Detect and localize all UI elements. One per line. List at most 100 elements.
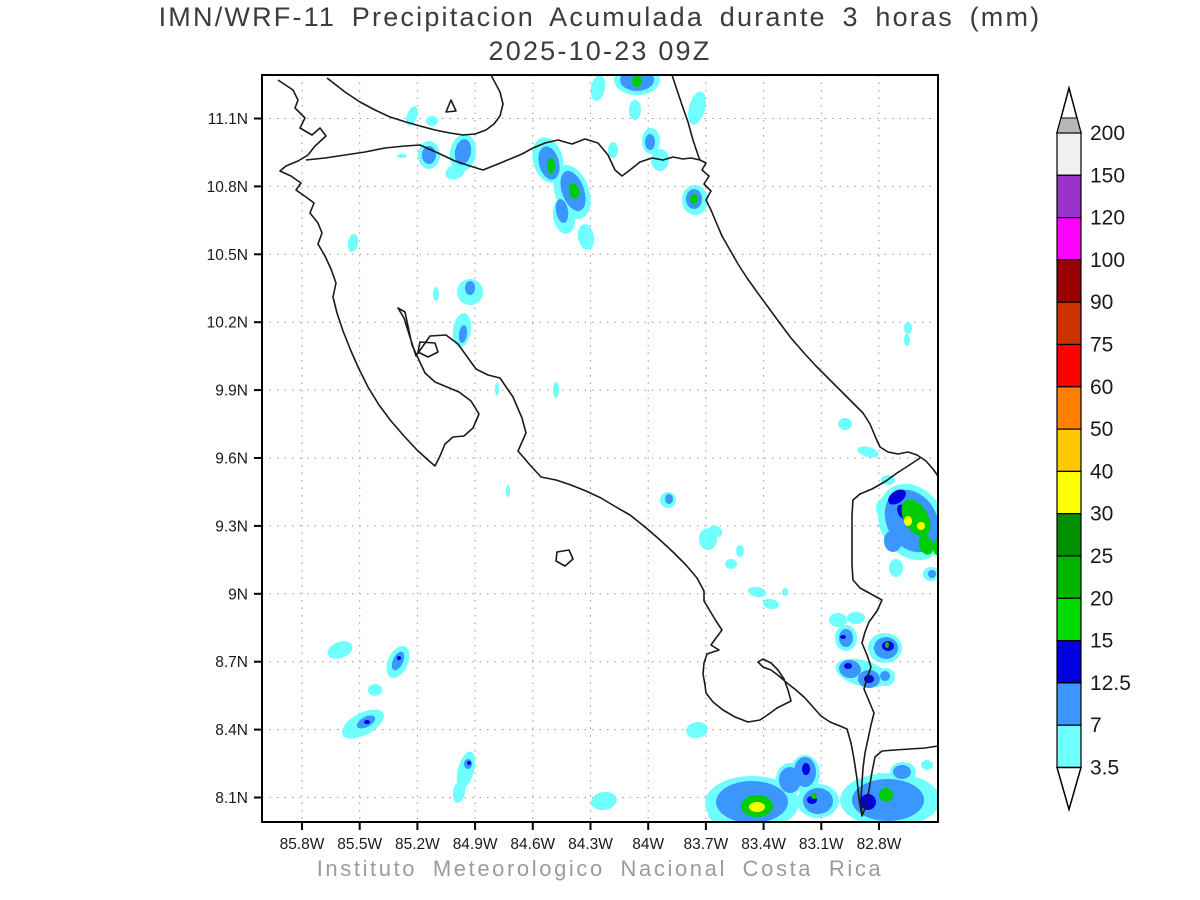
lon-tick-label: 83.1W — [799, 836, 844, 853]
precip-cell — [839, 629, 853, 647]
precip-cell — [749, 802, 765, 812]
lon-tick-label: 83.7W — [683, 836, 728, 853]
lat-tick-label: 9N — [228, 586, 248, 603]
lon-tick-label: 84W — [632, 836, 664, 853]
island-outline — [417, 341, 439, 358]
precip-cell — [736, 545, 744, 557]
precip-cell — [645, 134, 655, 150]
precip-cell — [452, 781, 466, 803]
precip-cell — [347, 234, 359, 252]
precip-cell — [547, 158, 555, 174]
precip-cell — [802, 763, 810, 775]
precip-cell — [632, 75, 642, 87]
colorbar-box — [1056, 428, 1082, 473]
precip-cell — [406, 106, 418, 126]
precip-cell — [590, 75, 606, 101]
precip-cell — [454, 139, 472, 165]
precip-cell — [709, 525, 723, 537]
colorbar-label: 20 — [1090, 587, 1113, 610]
precip-cell — [880, 671, 890, 681]
chart-title: IMN/WRF-11 Precipitacion Acumulada duran… — [158, 2, 1042, 32]
chart-title-block: IMN/WRF-11 Precipitacion Acumulada duran… — [0, 2, 1200, 67]
colorbar-label: 12.5 — [1090, 672, 1131, 695]
precip-cell — [803, 788, 833, 814]
colorbar-label: 50 — [1090, 418, 1113, 441]
precip-cell — [608, 142, 618, 158]
precip-cell — [368, 684, 382, 696]
precip-cell — [763, 598, 779, 610]
precip-cell — [840, 635, 846, 639]
precip-cell — [397, 656, 401, 660]
lon-tick-label: 83.4W — [741, 836, 786, 853]
lon-tick-label: 85.2W — [395, 836, 440, 853]
precip-cell — [860, 794, 876, 810]
colorbar-box — [1056, 470, 1082, 515]
coastline-path — [671, 75, 938, 477]
precip-cell — [553, 382, 559, 398]
plot-border — [261, 74, 939, 823]
colorbar-label: 120 — [1090, 207, 1125, 230]
colorbar-box — [1056, 259, 1082, 303]
colorbar-label: 60 — [1090, 376, 1113, 399]
colorbar-box — [1056, 217, 1082, 261]
precip-cell — [839, 659, 861, 679]
colorbar-label: 90 — [1090, 291, 1113, 314]
island-outline — [445, 99, 457, 113]
colorbar-box — [1056, 174, 1082, 219]
lat-tick-label: 8.7N — [215, 654, 248, 671]
precip-cell — [465, 281, 475, 295]
precip-cell — [397, 154, 407, 158]
lon-tick-label: 84.6W — [510, 836, 555, 853]
coastline-path — [305, 138, 701, 177]
precip-cell — [904, 516, 912, 526]
colorbar-label: 30 — [1090, 503, 1113, 526]
precip-cell — [847, 612, 865, 624]
precip-cell — [904, 334, 910, 346]
colorbar: 200 150 120 100 90 75 60 50 40 30 25 20 15 12.5 7 3.5 — [1056, 85, 1131, 813]
lat-tick-label: 9.9N — [215, 383, 248, 400]
colorbar-label: 200 — [1090, 122, 1125, 145]
axes: 11.1N 10.8N 10.5N 10.2N 9.9N 9.6N 9.3N 9N 8.7N 8.… — [207, 111, 902, 853]
lon-tick-label: 85.5W — [337, 836, 382, 853]
colorbar-box — [1056, 597, 1082, 642]
footer-credit: Instituto Meteorologico Nacional Costa R… — [316, 856, 884, 881]
colorbar-box — [1056, 301, 1082, 346]
lon-tick-label: 82.8W — [857, 836, 902, 853]
precip-cell — [364, 720, 370, 724]
precip-cell — [933, 539, 938, 555]
lon-tick-label: 84.9W — [453, 836, 498, 853]
precip-cell — [893, 765, 911, 779]
precip-cell — [921, 760, 933, 770]
precip-cell — [433, 287, 439, 301]
colorbar-arrow-top-fill — [1056, 117, 1082, 134]
coastline-path — [277, 79, 938, 817]
colorbar-label: 7 — [1090, 714, 1102, 737]
precip-cell — [918, 535, 934, 555]
precip-cell — [811, 793, 817, 799]
precip-cell — [885, 642, 889, 648]
precip-cell — [879, 788, 893, 802]
precip-cell — [838, 418, 852, 430]
colorbar-label: 25 — [1090, 545, 1113, 568]
lat-tick-label: 11.1N — [208, 111, 248, 128]
colorbar-arrow-bottom — [1056, 766, 1082, 813]
precip-cell — [917, 522, 925, 530]
coastline-path — [326, 75, 504, 136]
colorbar-box — [1056, 682, 1082, 726]
precip-cells — [327, 75, 938, 822]
precip-cell — [568, 183, 580, 199]
lon-tick-label: 84.3W — [568, 836, 613, 853]
chart-subtitle-date: 2025-10-23 09Z — [488, 36, 712, 66]
lat-tick-label: 9.3N — [215, 518, 248, 535]
lat-tick-label: 10.8N — [207, 179, 248, 196]
lon-tick-label: 85.8W — [280, 836, 325, 853]
precip-cell — [688, 91, 706, 125]
precip-cell — [327, 641, 353, 659]
precip-cell — [555, 199, 569, 223]
precip-cell — [458, 325, 468, 343]
colorbar-label: 15 — [1090, 630, 1113, 653]
lat-tick-label: 10.5N — [207, 247, 248, 264]
lat-tick-label: 8.4N — [215, 722, 248, 739]
precip-cell — [748, 586, 766, 598]
